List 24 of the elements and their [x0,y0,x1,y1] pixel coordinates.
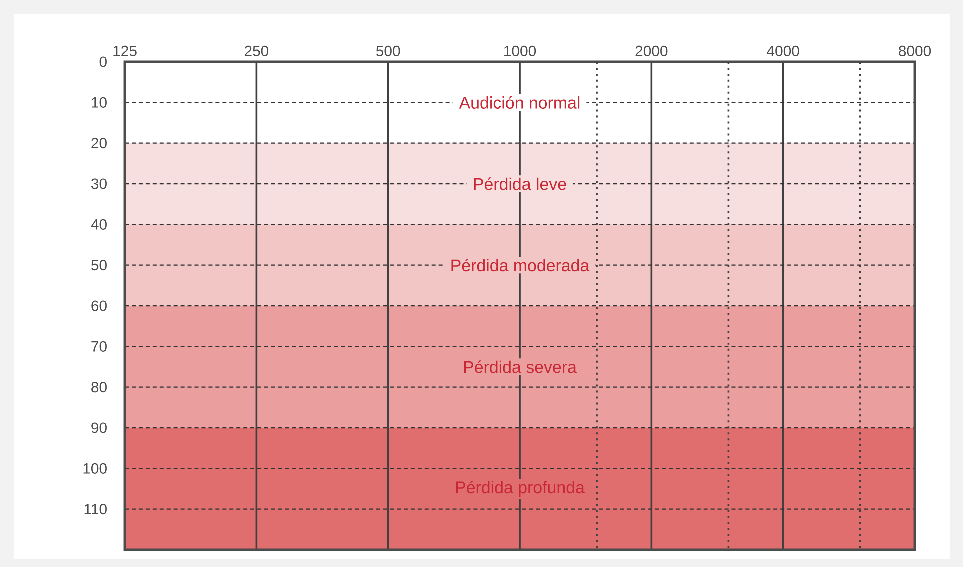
y-tick-label: 40 [91,219,107,230]
y-tick-label: 80 [92,382,107,393]
annotation: Audición normal [459,96,580,109]
x-tick-label: 4000 [767,46,800,56]
band-label: Pérdida profunda [456,480,585,497]
x-tick-label: 125 [114,46,137,56]
y-tick-label: 110 [84,504,107,515]
y-tick-label: 30 [91,178,107,190]
band-label: Pérdida severa [464,360,577,374]
x-tick-label: 8000 [899,46,932,56]
y-tick-label: 100 [84,463,107,474]
x-tick-label: 1000 [504,46,536,56]
x-tick-label: 2000 [636,46,668,56]
y-tick-label: 0 [100,56,107,68]
x-tick-label: 500 [376,46,400,56]
y-tick-label: 70 [92,341,107,352]
band-label: Pérdida leve [474,178,566,190]
y-tick-label: 20 [92,138,107,149]
y-tick-label: 60 [92,300,107,312]
band-label: Pérdida moderada [452,259,590,272]
y-tick-label: 50 [92,260,107,271]
y-tick-label: 10 [92,97,107,108]
y-tick-label: 90 [92,422,107,434]
x-tick-label: 250 [244,46,269,56]
